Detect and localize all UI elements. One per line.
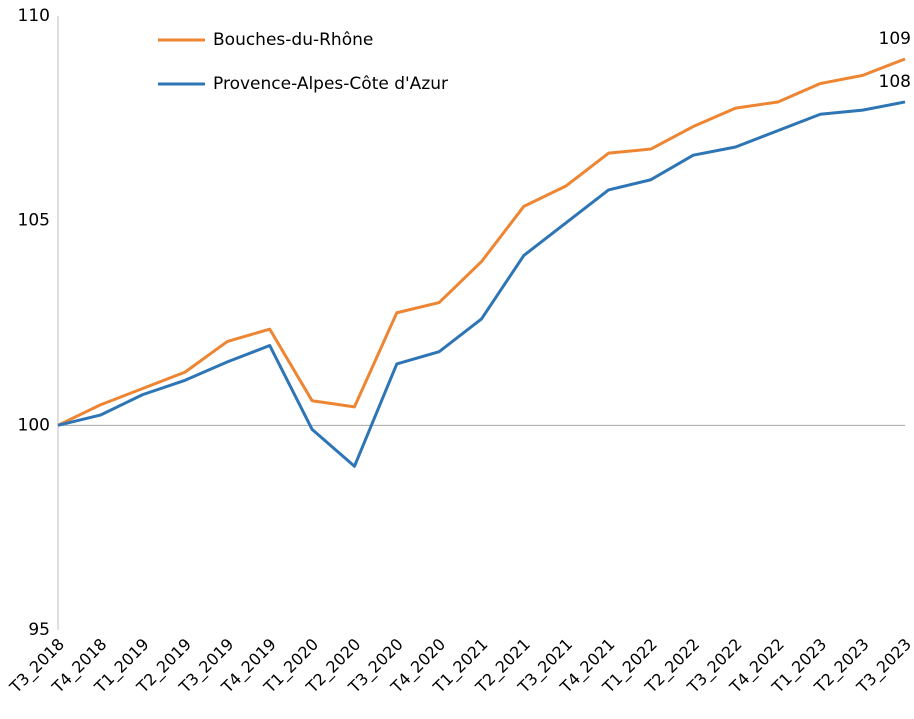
y-tick-label: 95	[28, 620, 50, 640]
y-tick-label: 105	[18, 211, 50, 231]
line-series	[57, 57, 906, 427]
data-label: 109	[879, 29, 911, 49]
y-tick-label: 110	[18, 6, 50, 26]
legend-label: Bouches-du-Rhône	[213, 30, 373, 50]
y-tick-label: 100	[18, 415, 50, 435]
line-series	[57, 100, 906, 468]
legend-label: Provence-Alpes-Côte d'Azur	[213, 74, 448, 94]
data-label: 108	[879, 72, 911, 92]
